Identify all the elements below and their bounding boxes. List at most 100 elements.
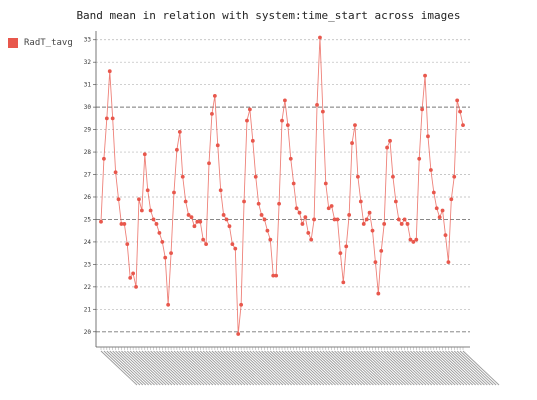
x-tick-label <box>401 350 439 386</box>
x-tick-label <box>153 350 190 386</box>
x-tick-label <box>290 350 328 386</box>
x-tick-label <box>229 350 266 386</box>
x-tick-label <box>185 350 222 386</box>
x-tick-label <box>170 350 208 386</box>
data-point <box>344 244 349 249</box>
x-tick-label <box>404 350 441 386</box>
data-point <box>242 199 246 204</box>
data-point <box>320 109 325 114</box>
series-line-radt-tavg <box>100 37 464 335</box>
x-tick-label <box>135 350 173 386</box>
x-tick-label <box>100 350 138 386</box>
data-point <box>180 174 185 179</box>
data-point <box>402 217 407 222</box>
axes <box>95 31 470 348</box>
x-tick-label <box>378 350 415 386</box>
x-tick-label <box>267 350 304 386</box>
x-tick-label <box>147 350 185 386</box>
x-tick-label <box>407 350 444 386</box>
x-tick-label <box>334 350 371 386</box>
data-point <box>224 217 229 222</box>
x-tick-label <box>278 350 316 386</box>
x-tick-label <box>159 350 196 386</box>
x-tick-label <box>302 350 339 386</box>
x-tick-label <box>240 350 278 386</box>
data-point <box>134 284 138 289</box>
x-tick-label <box>299 350 336 386</box>
x-tick-label <box>255 350 293 386</box>
x-tick-label <box>421 350 459 386</box>
data-point <box>107 69 112 74</box>
data-point <box>227 224 232 229</box>
y-tick-label-29: 29 <box>84 127 92 134</box>
x-tick-label <box>453 350 491 386</box>
x-tick-label <box>205 350 243 386</box>
x-tick-label <box>252 350 290 386</box>
x-tick-label <box>307 350 345 386</box>
x-tick-label <box>395 350 433 386</box>
data-point <box>364 217 369 222</box>
x-tick-label <box>337 350 374 386</box>
data-point <box>285 123 290 128</box>
x-tick-label <box>121 350 158 386</box>
x-tick-label <box>448 350 485 386</box>
x-tick-label <box>112 350 149 386</box>
data-point <box>312 217 317 222</box>
data-point <box>315 102 319 107</box>
data-point <box>239 302 244 307</box>
x-tick-label <box>118 350 155 386</box>
data-point <box>99 219 103 224</box>
data-point <box>210 111 214 116</box>
x-tick-label <box>340 350 377 386</box>
data-point <box>195 219 200 224</box>
x-tick-label <box>389 350 427 386</box>
x-tick-label <box>226 350 263 386</box>
data-point <box>353 123 357 128</box>
x-tick-label <box>445 350 482 386</box>
data-point <box>183 199 188 204</box>
data-point <box>431 190 436 195</box>
data-point <box>166 302 171 307</box>
x-tick-label <box>328 350 366 386</box>
x-tick-label <box>316 350 354 386</box>
data-point <box>250 138 255 143</box>
data-point <box>145 188 150 193</box>
chart-title: Band mean in relation with system:time_s… <box>76 9 461 22</box>
data-point <box>142 152 147 157</box>
x-tick-label <box>220 350 258 386</box>
data-point <box>262 217 267 222</box>
x-tick-label <box>275 350 313 386</box>
x-tick-label <box>293 350 330 386</box>
data-point <box>163 255 168 260</box>
x-tick-label <box>188 350 225 386</box>
data-point <box>283 98 287 103</box>
data-point <box>157 231 162 235</box>
x-tick-label <box>313 350 351 386</box>
data-point <box>367 210 372 215</box>
x-tick-label <box>176 350 214 386</box>
data-point <box>388 138 392 143</box>
data-point <box>437 215 442 220</box>
x-tick-label <box>202 350 240 386</box>
x-tick-label <box>451 350 488 386</box>
data-point <box>382 222 387 226</box>
x-tick-label <box>436 350 474 386</box>
x-tick-label <box>392 350 430 386</box>
data-point <box>221 213 226 217</box>
x-tick-label <box>211 350 249 386</box>
data-point <box>329 204 334 208</box>
data-point <box>172 190 176 195</box>
x-tick-label <box>249 350 287 386</box>
data-point <box>449 197 454 202</box>
data-point <box>177 129 182 134</box>
y-tick-label-25: 25 <box>84 216 92 223</box>
x-tick-label <box>342 350 380 386</box>
data-point <box>247 107 252 112</box>
data-point <box>452 174 457 179</box>
chart-legend[interactable]: RadT_tavg <box>8 38 73 48</box>
data-point <box>297 210 302 215</box>
x-tick-label <box>141 350 179 386</box>
data-point <box>280 118 284 123</box>
data-point <box>245 118 249 123</box>
data-point <box>265 228 270 233</box>
